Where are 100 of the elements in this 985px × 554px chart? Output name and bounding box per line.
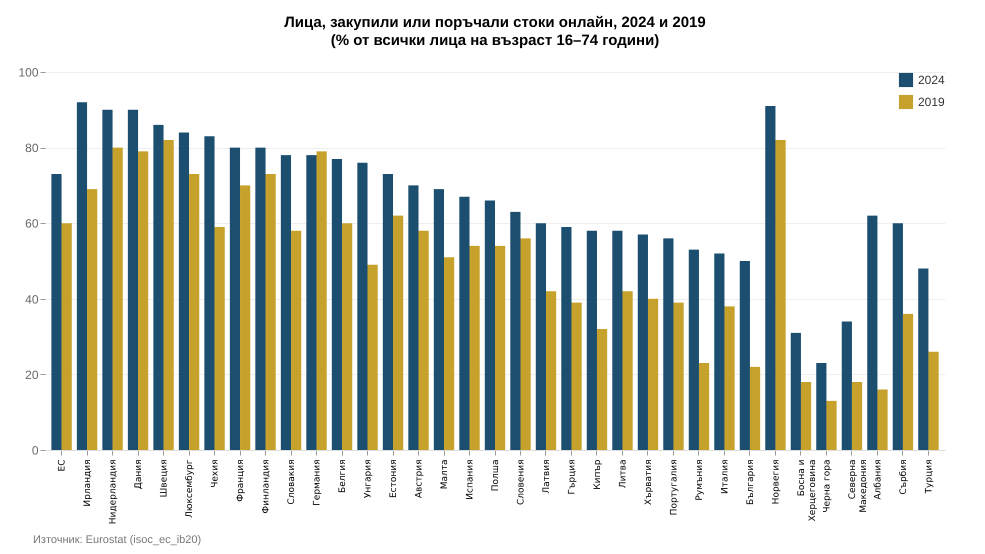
bar: [714, 253, 724, 450]
bar: [178, 132, 190, 450]
x-tick-label: Норвегия: [771, 460, 782, 504]
x-tick-label: Италия: [720, 460, 730, 494]
bar: [612, 230, 622, 450]
bar: [586, 230, 597, 450]
x-tick-label: Северна Македония: [848, 460, 869, 513]
x-tick-label: Унгария: [364, 460, 374, 498]
bar: [128, 110, 138, 450]
bar: [266, 174, 276, 450]
x-tick-label: Полша: [491, 460, 501, 492]
bar: [877, 390, 888, 450]
x-tick-label: Черна гора: [822, 460, 832, 513]
x-tick-label: Словения: [516, 460, 526, 506]
x-tick-label: Малта: [440, 460, 450, 490]
bar: [87, 189, 98, 450]
bar: [444, 257, 454, 450]
bar: [382, 174, 394, 450]
chart-subtitle: (% от всички лица на възраст 16–74 години): [330, 32, 660, 49]
bar: [842, 321, 852, 450]
x-tick-label: Чехия: [210, 460, 221, 488]
text: Източник: Eurostat (isoc_ec_ib20): [33, 534, 202, 546]
bar: [342, 223, 352, 450]
bar: [204, 136, 215, 450]
bar: [76, 102, 88, 450]
bar: [240, 185, 250, 450]
bar: [740, 261, 750, 450]
x-tick-label: Естония: [389, 460, 400, 498]
bar: [596, 329, 608, 450]
bar: [724, 306, 735, 450]
bar: [648, 298, 658, 450]
bar: [826, 400, 837, 450]
bar: [663, 238, 674, 450]
bar: [546, 291, 556, 450]
y-tick-label: 100: [18, 66, 39, 80]
bar: [62, 223, 72, 450]
bar: [459, 196, 470, 450]
bar: [622, 291, 633, 450]
bar: [852, 382, 862, 450]
bar: [102, 110, 113, 450]
y-tick-label: 40: [25, 292, 39, 306]
bar: [316, 151, 327, 450]
bar: [561, 226, 572, 450]
bar: [816, 363, 826, 450]
bar: [230, 148, 240, 450]
x-tick-label: Сърбия: [898, 460, 909, 495]
bar: [112, 148, 123, 450]
chart-title: Лица, закупили или поръчали стоки онлайн, 2024 и 2019: [284, 14, 706, 31]
x-tick-label: Франция: [236, 460, 246, 502]
bar: [280, 155, 292, 450]
bar: [306, 155, 317, 450]
x-tick-label: Литва: [618, 460, 628, 488]
bar: [495, 246, 506, 450]
bar: [434, 189, 444, 450]
y-tick-label: 0: [32, 444, 39, 458]
x-tick-label: Хърватия: [644, 460, 654, 506]
x-tick-label: Финландия: [262, 460, 272, 514]
y-tick-label: 80: [25, 141, 39, 156]
x-tick-label: Дания: [134, 460, 144, 490]
bar: [255, 148, 266, 450]
x-tick-label: Ирландия: [83, 460, 94, 507]
bar: [418, 230, 429, 450]
bar: [918, 268, 928, 450]
bar: [470, 246, 480, 450]
bar: [892, 223, 903, 450]
bar: [164, 140, 174, 450]
bar: [638, 234, 648, 450]
bar: [291, 230, 302, 450]
bar: [775, 140, 786, 450]
bar: [750, 366, 760, 450]
bar: [510, 212, 520, 450]
x-tick-label: Босна и Херцеговина: [796, 459, 818, 522]
y-tick-label: 60: [25, 216, 39, 231]
x-tick-label: Словакия: [287, 460, 298, 505]
y-tick-label: 20: [25, 368, 39, 382]
bar: [688, 250, 699, 450]
x-tick-label: Румъния: [694, 460, 705, 501]
legend-label: 2019: [918, 95, 946, 109]
bar: [520, 238, 531, 450]
bar: [698, 363, 710, 450]
bar: [800, 382, 812, 450]
x-tick-label: Испания: [466, 460, 476, 500]
bar: [214, 226, 225, 450]
bar: [673, 302, 684, 450]
bar: [332, 158, 342, 450]
bar: [571, 302, 582, 450]
x-tick-label: Белгия: [338, 460, 348, 493]
x-tick-label: Люксембург: [185, 459, 196, 518]
x-tick-label: Нидерландия: [108, 460, 119, 524]
x-tick-label: Латвия: [542, 460, 552, 494]
x-tick-label: Турция: [924, 460, 934, 494]
bar: [484, 200, 495, 450]
bar: [902, 314, 914, 450]
legend-label: 2024: [918, 73, 946, 87]
bar: [867, 216, 878, 450]
bar: [765, 106, 776, 450]
bar: [408, 185, 419, 450]
bar: [928, 352, 939, 450]
bar: [189, 174, 200, 450]
bar: [138, 151, 148, 450]
